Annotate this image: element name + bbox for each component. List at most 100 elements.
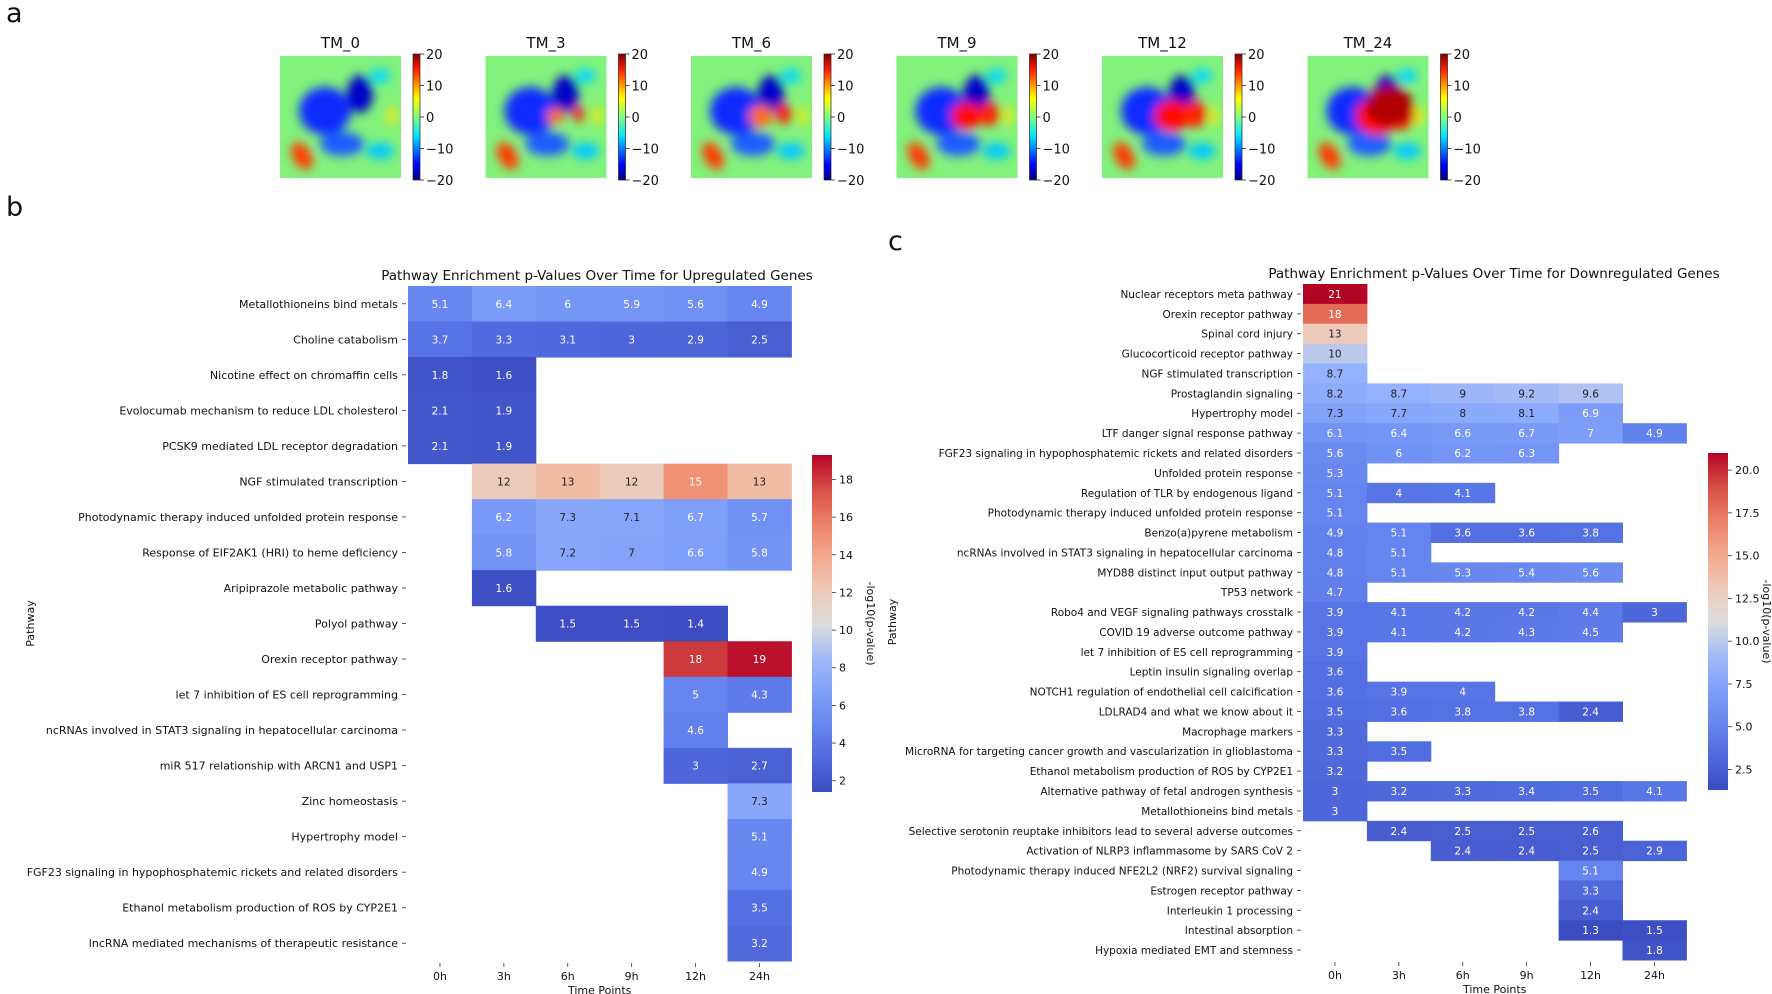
heatmap-cell [1366,781,1432,802]
cell-value-label: 7.3 [751,796,768,808]
heatmap-cell [471,321,537,358]
cell-value-label: 5.1 [1390,528,1407,540]
map-colorbar [1234,53,1243,181]
colorbar-label: -log10(p-value) [1760,579,1772,663]
blob [525,132,570,156]
colorbar [812,455,832,792]
column-label-3h: 3h [1392,969,1406,982]
colorbar-tick-label: 2 [839,775,846,788]
cell-value-label: 3.3 [495,334,512,346]
colorbar-tick-label: 12 [839,586,853,599]
blob-rising [572,106,585,122]
colorbar-tick-label: 10 [1043,80,1060,95]
cell-value-label: 4.9 [1327,528,1344,540]
row-label-regulation-of-tlr-by-endogenous-ligand: Regulation of TLR by endogenous ligand [1081,488,1293,500]
colorbar-tick-label: 6 [839,699,846,712]
column-label-12h: 12h [1580,969,1601,982]
heatmap-cell [663,534,728,571]
row-label-alternative-pathway-of-fetal-androgen-synthesis: Alternative pathway of fetal androgen sy… [1040,786,1293,798]
heatmap-cell [471,392,537,429]
blob [777,143,805,159]
heatmap-cell [599,463,665,500]
row-label-macrophage-markers: Macrophage markers [1182,726,1293,738]
cell-value-label: 4.8 [1327,567,1344,579]
colorbar-tick-label: 20 [1248,48,1265,63]
subplot-title: TM_9 [936,34,976,53]
heatmap-cell [408,392,473,429]
column-label-9h: 9h [625,970,639,983]
row-label-mir-517-relationship-with-arcn1-and-usp1: miR 517 relationship with ARCN1 and USP1 [160,760,398,773]
heatmap-cell [1494,522,1560,543]
map-blobs [1113,69,1218,170]
cell-value-label: 4 [1459,687,1466,699]
cell-value-label: 5.4 [1518,567,1535,579]
cell-value-label: 15 [689,476,702,488]
cell-value-label: 4 [1396,488,1403,500]
cell-value-label: 6.3 [1518,448,1535,460]
cell-value-label: 4.3 [751,690,768,702]
cell-value-label: 6 [1396,448,1403,460]
heatmap-cell [1303,602,1368,623]
cell-value-label: 3.2 [1327,766,1344,778]
heatmap-cell [1303,383,1368,404]
heatmap-cell [727,463,792,500]
blob [731,132,775,156]
heatmap-cell [1494,820,1560,842]
cell-value-label: 2.1 [432,441,449,453]
cell-value-label: 1.4 [687,619,704,631]
cell-value-label: 13 [753,476,766,488]
blob [552,75,579,113]
row-label-notch1-regulation-of-endothelial-cell-calcification: NOTCH1 regulation of endothelial cell ca… [1030,687,1293,699]
heatmap-cell [1303,661,1368,683]
colorbar-tick-label: 17.5 [1735,507,1760,520]
heatmap-cell [1366,482,1432,504]
colorbar-tick-label: 10 [837,80,854,95]
heatmap-cell [1303,800,1368,822]
heatmap-cell [1303,482,1368,504]
heatmap-cell [1558,840,1623,862]
blob-rising [950,102,983,130]
map-blobs [496,69,602,170]
heatmap-cell [1303,761,1368,782]
chart-title: Pathway Enrichment p-Values Over Time fo… [1268,266,1719,282]
row-label-photodynamic-therapy-induced-unfolded-protein-response: Photodynamic therapy induced unfolded pr… [988,508,1293,520]
colorbar-tick-label: 20 [1454,48,1471,63]
row-label-polyol-pathway: Polyol pathway [315,618,399,631]
heatmap-cell [1366,403,1432,424]
heatmap-cell [471,570,537,607]
heatmap-cell [1366,820,1432,842]
blob [1393,143,1422,159]
map-colorbar [823,53,832,181]
heatmap-cell [1303,741,1368,762]
blob [593,106,602,126]
heatmap-cell [663,321,728,358]
cell-value-label: 5.6 [687,299,704,311]
heatmap-cell [1430,820,1496,842]
map-blobs [702,69,807,170]
row-label-ldlrad4-and-what-we-know-about-it: LDLRAD4 and what we know about it [1099,706,1293,718]
blob [1415,106,1424,126]
row-label-let-7-inhibition-of-es-cell-reprogramming: let 7 inhibition of ES cell reprogrammin… [176,689,398,702]
subplot-title: TM_6 [731,34,771,53]
heatmap-cell [1303,403,1368,424]
panel-letter-b: b [6,192,24,223]
heatmap-cell [1430,562,1496,583]
cell-value-label: 3 [1332,786,1339,798]
row-label-prostaglandin-signaling: Prostaglandin signaling [1171,388,1293,400]
subplot-title: TM_0 [320,34,360,53]
heatmap-cell [471,286,537,323]
cell-value-label: 5.1 [1327,508,1344,520]
colorbar-tick-label: −20 [632,174,659,189]
cell-value-label: 6.7 [687,512,704,524]
cell-value-label: 4.1 [1390,627,1407,639]
cell-value-label: 4.9 [751,867,768,879]
cell-value-label: 5.1 [1390,567,1407,579]
heatmap-cell [599,321,665,358]
blob [982,143,1011,159]
heatmap-cell [1558,820,1623,842]
row-label-benzo-a-pyrene-metabolism: Benzo(a)pyrene metabolism [1144,528,1293,540]
heatmap-cell [1558,880,1623,901]
cell-value-label: 6.4 [1390,428,1407,440]
heatmap-cell [1303,443,1368,464]
row-label-photodynamic-therapy-induced-unfolded-protein-response: Photodynamic therapy induced unfolded pr… [78,511,398,524]
